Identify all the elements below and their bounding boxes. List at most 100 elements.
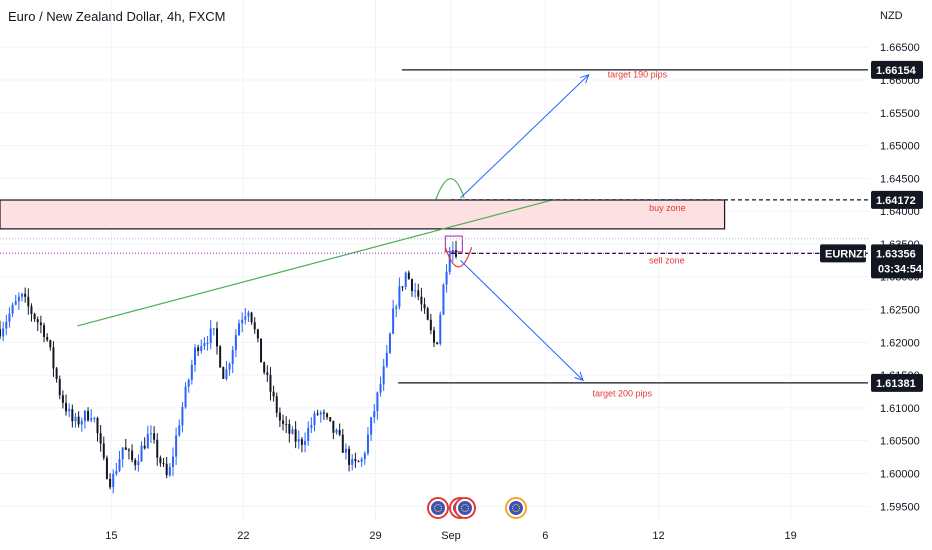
candle-body-112 (351, 459, 354, 465)
candle-body-72 (225, 369, 228, 379)
candle-118 (370, 416, 373, 441)
candle-body-33 (102, 443, 105, 458)
candle-body-23 (71, 409, 74, 422)
candle-body-2 (5, 321, 8, 329)
candle-body-8 (24, 293, 27, 297)
candle-body-4 (11, 304, 14, 314)
candle-47 (146, 425, 149, 449)
candle-body-73 (228, 363, 231, 370)
candle-body-35 (109, 478, 112, 488)
candle-100 (313, 410, 316, 432)
last-candles-box (444, 235, 463, 253)
economic-calendar-icon (454, 497, 476, 519)
candle-23 (71, 404, 74, 428)
candle-141 (442, 283, 445, 316)
candle-body-63 (197, 347, 200, 351)
arrow-head-0 (580, 73, 590, 84)
candle-2 (5, 314, 8, 336)
candle-51 (159, 455, 162, 467)
candle-36 (112, 469, 115, 494)
candle-3 (8, 307, 11, 328)
buy-zone-rect (0, 199, 726, 230)
candle-body-16 (49, 340, 52, 348)
candle-body-129 (404, 272, 407, 287)
candle-38 (118, 450, 121, 473)
economic-calendar-icon (505, 497, 527, 519)
candle-45 (140, 441, 143, 462)
candle-body-14 (43, 325, 46, 337)
candle-132 (414, 282, 417, 298)
candle-14 (43, 322, 46, 343)
candle-130 (407, 270, 410, 280)
candle-body-99 (310, 425, 313, 428)
candle-body-64 (200, 345, 203, 351)
candle-86 (269, 367, 272, 401)
candle-60 (187, 378, 190, 393)
candle-128 (401, 286, 404, 292)
candle-body-25 (77, 416, 80, 425)
candle-110 (344, 443, 347, 460)
candle-83 (260, 338, 263, 363)
candle-body-75 (234, 335, 237, 351)
target-down-label: target 200 pips (593, 389, 653, 399)
candle-32 (99, 424, 102, 452)
candle-body-95 (297, 439, 300, 442)
candle-101 (316, 409, 319, 417)
candle-70 (219, 345, 222, 368)
candle-body-88 (275, 396, 278, 413)
candle-109 (341, 428, 344, 453)
candle-104 (326, 412, 329, 420)
price-marker-label-3: 1.61381 (876, 378, 916, 390)
candle-44 (137, 454, 140, 472)
candle-body-45 (140, 445, 143, 462)
candle-body-67 (209, 328, 212, 343)
candle-body-86 (269, 374, 272, 392)
candle-87 (272, 385, 275, 402)
candle-78 (244, 308, 247, 325)
candle-62 (193, 344, 196, 372)
candle-75 (234, 329, 237, 358)
candle-25 (77, 411, 80, 428)
candle-body-92 (288, 423, 291, 434)
candle-body-126 (395, 306, 398, 309)
candle-body-26 (80, 421, 83, 425)
candle-body-42 (131, 450, 134, 460)
candle-127 (398, 277, 401, 310)
candle-91 (285, 416, 288, 434)
candle-115 (360, 457, 363, 467)
candle-114 (357, 460, 360, 463)
candle-80 (250, 311, 253, 325)
candle-26 (80, 417, 83, 432)
candle-98 (307, 421, 310, 446)
arrow-head-1 (574, 371, 584, 382)
candle-body-44 (137, 461, 140, 466)
candle-body-133 (417, 290, 420, 297)
candle-97 (304, 432, 307, 453)
candle-body-6 (17, 296, 20, 302)
candle-30 (93, 416, 96, 423)
candle-34 (105, 455, 108, 480)
candle-body-22 (68, 409, 71, 412)
candle-111 (348, 445, 351, 472)
candle-body-102 (319, 412, 322, 415)
chart-title: Euro / New Zealand Dollar, 4h, FXCM (8, 9, 226, 24)
candle-body-70 (219, 346, 222, 368)
symbol-tag-label: EURNZD (825, 248, 871, 260)
arrow-line-0 (460, 74, 590, 199)
candle-body-59 (184, 386, 187, 408)
candle-123 (385, 344, 388, 368)
candle-body-107 (335, 429, 338, 433)
candle-137 (429, 313, 432, 335)
candle-body-68 (212, 328, 215, 330)
candle-28 (87, 407, 90, 422)
candle-body-118 (370, 417, 373, 435)
candle-73 (228, 362, 231, 376)
candle-49 (153, 426, 156, 444)
trendline (77, 198, 555, 327)
candle-body-82 (256, 329, 259, 339)
candle-body-30 (93, 418, 96, 420)
candle-body-110 (344, 448, 347, 453)
symbol-tag (820, 244, 866, 263)
